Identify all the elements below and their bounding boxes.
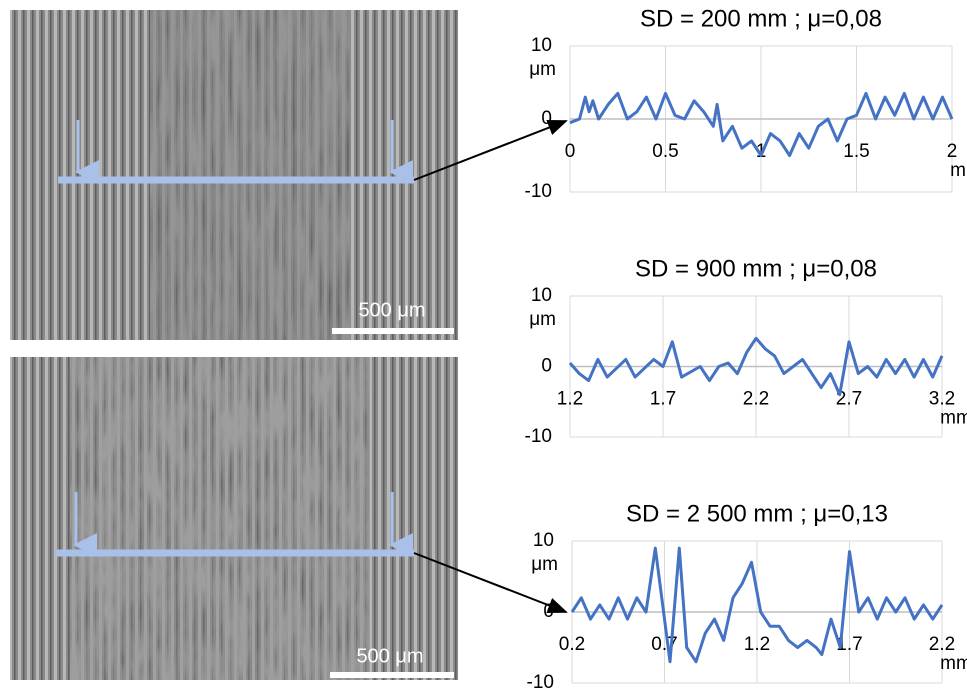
scale-label: 500 μm [356,645,423,667]
x-tick-label: 2.2 [929,634,955,655]
x-tick-label: 1.7 [650,389,676,410]
sem-image [10,10,458,340]
data-line [570,546,944,664]
x-tick-label: 1.7 [836,634,862,655]
x-tick-label: 0.7 [651,634,677,655]
y-tick-label: -10 [525,181,552,202]
connector-arrow [413,120,568,181]
y-tick-label: 0 [543,601,554,622]
y-tick-label: -10 [525,426,552,447]
y-tick-label: 10 [531,285,552,306]
x-tick-label: 3.2 [929,389,955,410]
data-line [569,91,954,157]
y-tick-label: 10 [531,35,552,56]
x-tick-label: 1 [756,141,767,162]
x-tick-label: 0 [565,141,576,162]
chart-title: SD = 200 mm ; μ=0,08 [640,5,882,32]
y-tick-label: 0 [541,356,552,377]
y-tick-label: 0 [541,108,552,129]
y-axis-label: μm [529,309,556,330]
x-tick-label: 1.2 [744,634,770,655]
y-tick-label: 10 [533,530,554,551]
scale-label: 500 μm [358,299,425,321]
x-tick-label: 1.5 [843,141,869,162]
data-line [568,336,944,397]
x-tick-label: 2.7 [836,389,862,410]
connector-arrow [413,552,568,613]
x-tick-label: 0.2 [559,634,585,655]
x-tick-label: 1.2 [557,389,583,410]
x-axis-label: mm [940,653,967,674]
chart-title: SD = 2 500 mm ; μ=0,13 [626,500,888,527]
x-axis-label: mm [940,408,967,429]
y-axis-label: μm [531,554,558,575]
y-axis-label: μm [529,59,556,80]
sem-image [10,357,458,680]
x-tick-label: 0.5 [652,141,678,162]
x-axis-label: mm [950,160,967,181]
y-tick-label: -10 [527,672,554,691]
chart-title: SD = 900 mm ; μ=0,08 [635,255,877,282]
x-tick-label: 2 [947,141,958,162]
x-tick-label: 2.2 [743,389,769,410]
